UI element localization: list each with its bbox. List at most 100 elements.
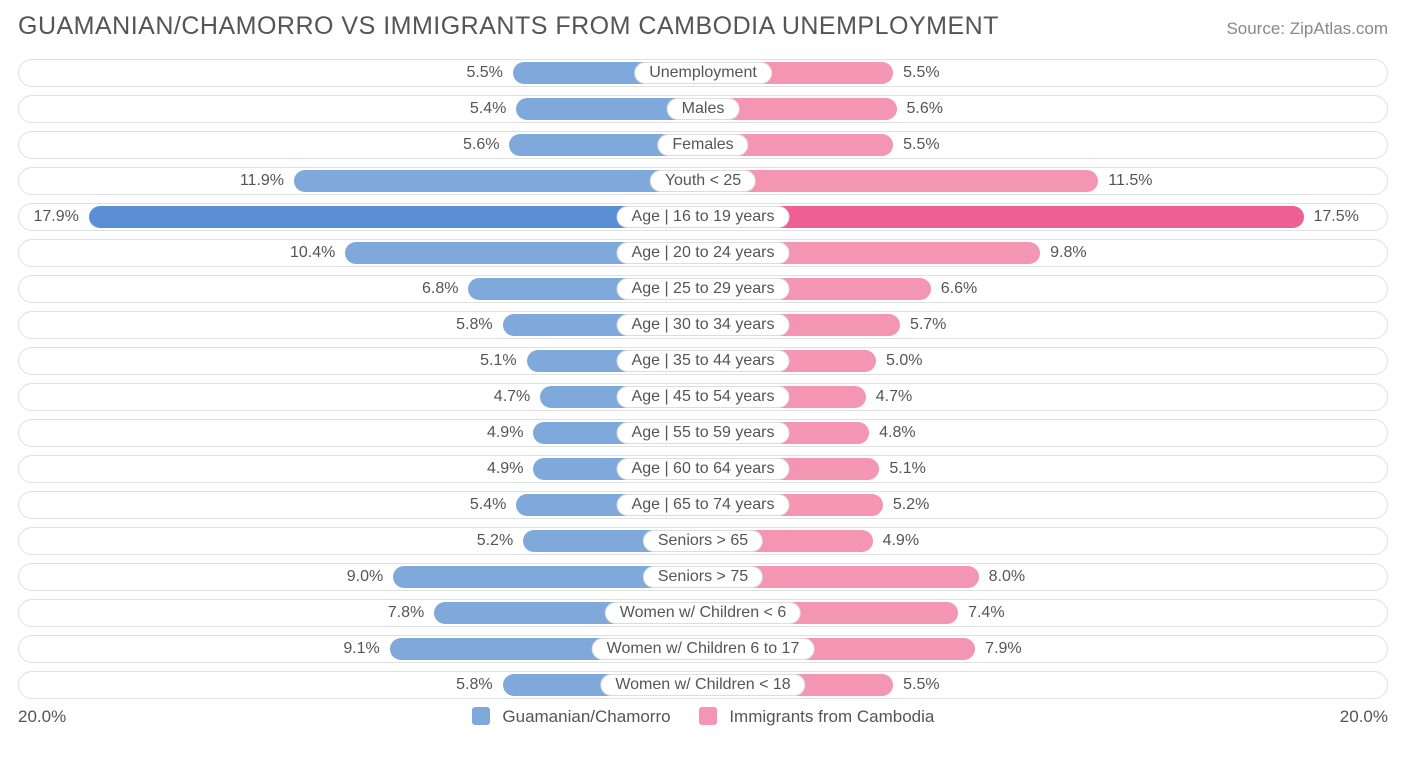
legend-item-right: Immigrants from Cambodia	[699, 707, 935, 727]
legend-label-left: Guamanian/Chamorro	[502, 707, 670, 726]
left-value: 5.4%	[462, 496, 514, 514]
left-half: 6.8%	[19, 276, 703, 302]
right-half: 4.8%	[703, 420, 1387, 446]
axis-right-max: 20.0%	[1340, 707, 1388, 727]
right-value: 5.5%	[895, 136, 947, 154]
chart-row: 5.4% 5.2% Age | 65 to 74 years	[18, 491, 1388, 519]
right-half: 5.0%	[703, 348, 1387, 374]
right-bar	[705, 170, 1098, 192]
right-value: 4.8%	[871, 424, 923, 442]
category-label: Seniors > 75	[643, 566, 763, 588]
left-half: 4.9%	[19, 456, 703, 482]
chart-row: 4.7%4.7%Age | 45 to 54 years	[18, 383, 1388, 411]
left-value: 5.5%	[458, 64, 510, 82]
left-half: 5.5%	[19, 60, 703, 86]
chart-row: 6.8% 6.6% Age | 25 to 29 years	[18, 275, 1388, 303]
right-half: 5.6%	[703, 96, 1387, 122]
left-half: 17.9%	[19, 204, 703, 230]
chart-row: 5.5%5.5%Unemployment	[18, 59, 1388, 87]
left-half: 7.8%	[19, 600, 703, 626]
right-half: 5.5%	[703, 132, 1387, 158]
category-label: Age | 16 to 19 years	[617, 206, 790, 228]
right-value: 17.5%	[1306, 208, 1367, 226]
chart-row: 4.9% 4.8% Age | 55 to 59 years	[18, 419, 1388, 447]
chart-row: 5.1% 5.0% Age | 35 to 44 years	[18, 347, 1388, 375]
legend-swatch-left	[472, 707, 490, 725]
chart-row: 9.0% 8.0% Seniors > 75	[18, 563, 1388, 591]
right-half: 5.5%	[703, 60, 1387, 86]
legend-label-right: Immigrants from Cambodia	[729, 707, 934, 726]
chart-header: GUAMANIAN/CHAMORRO VS IMMIGRANTS FROM CA…	[18, 12, 1388, 41]
category-label: Males	[667, 98, 740, 120]
right-bar	[705, 206, 1304, 228]
right-value: 11.5%	[1100, 172, 1160, 190]
right-half: 4.9%	[703, 528, 1387, 554]
right-half: 5.5%	[703, 672, 1387, 698]
left-half: 4.7%	[19, 384, 703, 410]
right-value: 4.9%	[875, 532, 927, 550]
chart-row: 4.9%5.1%Age | 60 to 64 years	[18, 455, 1388, 483]
left-half: 10.4%	[19, 240, 703, 266]
legend-swatch-right	[699, 707, 717, 725]
category-label: Age | 30 to 34 years	[617, 314, 790, 336]
left-value: 9.1%	[335, 640, 387, 658]
category-label: Women w/ Children < 18	[600, 674, 805, 696]
chart-row: 17.9% 17.5% Age | 16 to 19 years	[18, 203, 1388, 231]
right-value: 7.4%	[960, 604, 1012, 622]
left-value: 7.8%	[380, 604, 432, 622]
chart-row: 9.1%7.9%Women w/ Children 6 to 17	[18, 635, 1388, 663]
right-half: 5.1%	[703, 456, 1387, 482]
chart-row: 5.8% 5.7% Age | 30 to 34 years	[18, 311, 1388, 339]
chart-row: 7.8% 7.4% Women w/ Children < 6	[18, 599, 1388, 627]
right-value: 5.0%	[878, 352, 930, 370]
chart-row: 10.4%9.8%Age | 20 to 24 years	[18, 239, 1388, 267]
category-label: Females	[657, 134, 748, 156]
category-label: Age | 55 to 59 years	[617, 422, 790, 444]
right-half: 9.8%	[703, 240, 1387, 266]
right-half: 6.6%	[703, 276, 1387, 302]
category-label: Age | 60 to 64 years	[617, 458, 790, 480]
left-value: 5.6%	[455, 136, 507, 154]
chart-source: Source: ZipAtlas.com	[1226, 19, 1388, 39]
chart-row: 5.2%4.9%Seniors > 65	[18, 527, 1388, 555]
left-value: 5.1%	[472, 352, 524, 370]
diverging-bar-chart: 5.5%5.5%Unemployment5.4%5.6%Males5.6%5.5…	[18, 59, 1388, 699]
right-half: 17.5%	[703, 204, 1387, 230]
left-bar	[294, 170, 701, 192]
chart-row: 5.6% 5.5% Females	[18, 131, 1388, 159]
left-value: 6.8%	[414, 280, 466, 298]
category-label: Women w/ Children 6 to 17	[592, 638, 815, 660]
left-half: 5.1%	[19, 348, 703, 374]
right-value: 5.6%	[899, 100, 951, 118]
left-value: 11.9%	[232, 172, 292, 190]
right-value: 8.0%	[981, 568, 1033, 586]
left-value: 4.9%	[479, 424, 531, 442]
right-value: 5.7%	[902, 316, 954, 334]
right-half: 4.7%	[703, 384, 1387, 410]
axis-left-max: 20.0%	[18, 707, 66, 727]
left-half: 11.9%	[19, 168, 703, 194]
right-value: 9.8%	[1042, 244, 1094, 262]
category-label: Women w/ Children < 6	[605, 602, 801, 624]
right-value: 5.5%	[895, 676, 947, 694]
left-half: 5.4%	[19, 492, 703, 518]
category-label: Age | 65 to 74 years	[617, 494, 790, 516]
right-value: 4.7%	[868, 388, 920, 406]
left-half: 5.2%	[19, 528, 703, 554]
left-value: 5.4%	[462, 100, 514, 118]
chart-row: 5.8%5.5%Women w/ Children < 18	[18, 671, 1388, 699]
left-bar	[89, 206, 701, 228]
left-value: 17.9%	[25, 208, 86, 226]
category-label: Age | 35 to 44 years	[617, 350, 790, 372]
right-value: 5.2%	[885, 496, 937, 514]
left-value: 10.4%	[282, 244, 343, 262]
chart-row: 11.9% 11.5% Youth < 25	[18, 167, 1388, 195]
right-half: 7.4%	[703, 600, 1387, 626]
category-label: Age | 25 to 29 years	[617, 278, 790, 300]
category-label: Youth < 25	[650, 170, 756, 192]
left-half: 5.8%	[19, 312, 703, 338]
left-half: 9.0%	[19, 564, 703, 590]
legend-item-left: Guamanian/Chamorro	[472, 707, 671, 727]
category-label: Age | 45 to 54 years	[617, 386, 790, 408]
right-value: 6.6%	[933, 280, 985, 298]
